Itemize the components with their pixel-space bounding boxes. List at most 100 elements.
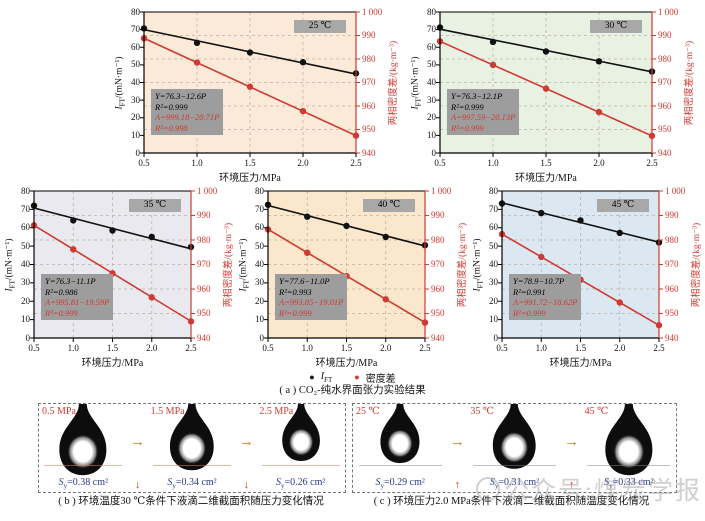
y-axis-label-right: 两相密度差/(kg·m⁻³) (685, 40, 695, 125)
y-right-tick: 950 (665, 308, 679, 318)
up-arrow-icon: ↑ (568, 479, 575, 491)
x-tick: 1.0 (535, 343, 547, 353)
surface-line (358, 465, 442, 466)
y-left-tick: 10 (131, 129, 140, 140)
ift-marker-icon: ● (309, 372, 315, 382)
x-tick: 1.5 (574, 343, 587, 353)
equation-box: Y=76.3−12.6P R²=0.999 A=999.18−20.71P R²=0.… (151, 89, 224, 135)
y-axis-label-left: IFT/(mN·m⁻¹) (410, 56, 423, 109)
droplet-cell: 2.5 MPa Sy=0.26 cm² (256, 404, 345, 492)
y-left-tick: 80 (255, 185, 264, 196)
legend: ● IFT ● 密度差 (0, 371, 705, 385)
y-left-tick: 30 (255, 277, 264, 288)
y-right-tick: 960 (665, 283, 679, 294)
y-left-tick: 70 (131, 24, 140, 35)
y-left-tick: 60 (489, 222, 498, 233)
bottom-captions: ( b ) 环境温度30 ℃条件下液滴二维截面积随压力变化情况 ( c ) 环境… (38, 495, 677, 509)
droplet-image (170, 404, 214, 471)
droplet-image (59, 404, 107, 476)
y-left-tick: 30 (427, 94, 436, 105)
x-tick: 0.5 (138, 158, 150, 168)
y-left-tick: 20 (131, 112, 140, 123)
y-right-tick: 990 (362, 30, 376, 40)
y-right-tick: 1 000 (362, 6, 383, 17)
surface-line (261, 465, 340, 466)
y-axis-label-right: 两相密度差/(kg·m⁻³) (389, 40, 399, 125)
caption-a: ( a ) CO₂-纯水界面张力实验结果 (279, 385, 426, 396)
temperature-badge: 25 ℃ (294, 20, 346, 33)
y-right-tick: 970 (362, 77, 376, 87)
y-left-tick: 40 (427, 77, 436, 87)
caption-c: ( c ) 环境压力2.0 MPa条件下液滴二维截面积随温度变化情况 (373, 496, 650, 507)
y-left-tick: 80 (131, 6, 140, 17)
watermark-text: 公众号:煤炭学报 (504, 478, 702, 505)
y-right-tick: 960 (658, 100, 672, 111)
y-left-tick: 70 (255, 203, 264, 214)
chart-row-top: 25 ℃ Y=76.3−12.6P R²=0.999 A=999.18−20.71P R… (112, 6, 705, 185)
plot-svg (140, 11, 360, 157)
y-right-tick: 980 (658, 53, 672, 64)
equation-box: Y=76.3−12.1P R²=0.999 A=997.59−20.13P R²=0.… (447, 89, 520, 135)
y-left-tick: 60 (427, 41, 436, 52)
panel-b: 0.5 MPa Sy=0.38 cm² → ↓ 1.5 MPa Sy=0.34 … (38, 403, 346, 493)
x-tick: 2.0 (614, 343, 626, 353)
droplet-image (281, 404, 320, 461)
density-marker-icon: ● (354, 372, 360, 382)
droplet-panels: 0.5 MPa Sy=0.38 cm² → ↓ 1.5 MPa Sy=0.34 … (38, 403, 677, 493)
droplet-cell: 45 ℃ Sy=0.33 cm² (582, 404, 676, 492)
droplet-cell: 25 ℃ Sy=0.29 cm² (353, 404, 447, 492)
pressure-label: 1.5 MPa (150, 406, 185, 417)
equation-box: Y=77.6−11.0P R²=0.993 A=993.85−19.01P R²=0.… (275, 274, 348, 320)
right-arrow-icon: → (564, 433, 580, 450)
plot-svg (436, 11, 656, 157)
y-axis-label-right: 两相密度差/(kg·m⁻³) (692, 222, 702, 307)
droplet-cell: 35 ℃ Sy=0.31 cm² (467, 404, 561, 492)
x-tick: 1.0 (301, 343, 313, 353)
y-left-tick: 0 (25, 332, 31, 343)
y-right-tick: 1 000 (431, 185, 452, 196)
droplet-image (380, 404, 420, 464)
temperature-badge: 30 ℃ (590, 20, 642, 33)
y-left-tick: 10 (21, 314, 30, 325)
arrow-column: → ↑ (562, 404, 582, 492)
y-left-tick: 40 (255, 259, 264, 269)
right-arrow-icon: → (238, 433, 254, 450)
y-left-tick: 20 (21, 295, 30, 306)
y-right-tick: 960 (431, 283, 445, 294)
legend-label-density: 密度差 (365, 374, 396, 385)
droplet-image (493, 404, 536, 469)
y-right-tick: 950 (431, 308, 445, 318)
surface-line (152, 465, 232, 466)
y-left-tick: 10 (489, 314, 498, 325)
plot-area: 35 ℃ Y=76.3−11.1P R²=0.986 A=995.81−19.59P R… (30, 190, 195, 342)
chart-35c: 35 ℃ Y=76.3−11.1P R²=0.986 A=995.81−19.59P R… (2, 185, 235, 370)
chart-45c: 45 ℃ Y=78.9−10.7P R²=0.991 A=991.72−18.62P R… (470, 185, 703, 370)
right-arrow-icon: → (449, 433, 465, 450)
y-left-tick: 40 (131, 77, 140, 87)
y-right-tick: 970 (431, 259, 445, 269)
temperature-label: 35 ℃ (470, 406, 495, 417)
chart-30c: 30 ℃ Y=76.3−12.1P R²=0.999 A=997.59−20.13P R… (408, 6, 696, 185)
arrow-column: → ↓ (128, 404, 148, 492)
y-right-tick: 940 (431, 332, 445, 343)
y-right-tick: 970 (665, 259, 679, 269)
y-left-tick: 40 (21, 259, 30, 269)
y-left-tick: 40 (489, 259, 498, 269)
y-left-tick: 30 (21, 277, 30, 288)
y-left-tick: 0 (493, 332, 499, 343)
y-left-tick: 0 (259, 332, 265, 343)
y-right-tick: 1 000 (197, 185, 218, 196)
y-right-tick: 950 (362, 124, 376, 134)
y-axis-label-left: IFT/(mN·m⁻¹) (114, 56, 127, 109)
x-tick: 1.5 (540, 158, 552, 168)
chart-25c: 25 ℃ Y=76.3−12.6P R²=0.999 A=999.18−20.71P R… (112, 6, 400, 185)
area-value: Sy=0.26 cm² (276, 477, 326, 490)
y-left-tick: 50 (131, 59, 140, 70)
temperature-label: 25 ℃ (356, 406, 380, 417)
plot-svg (30, 190, 195, 342)
x-tick: 1.5 (244, 158, 256, 168)
equation-box: Y=76.3−11.1P R²=0.986 A=995.81−19.59P R²=0.… (41, 274, 114, 320)
surface-line (587, 465, 671, 466)
y-right-tick: 990 (665, 210, 679, 220)
y-left-tick: 10 (427, 129, 436, 140)
